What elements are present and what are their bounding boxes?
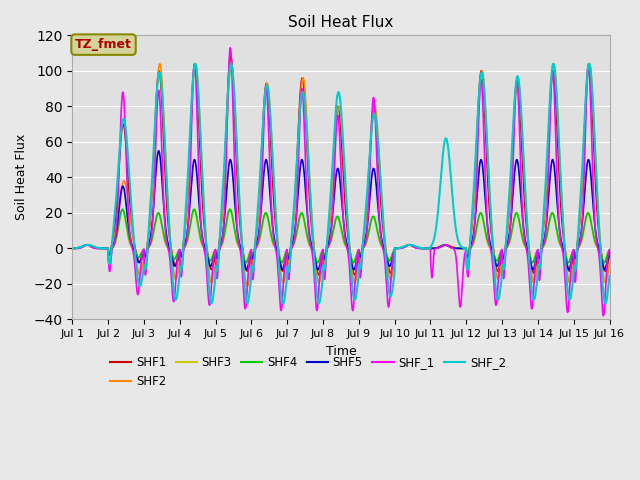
SHF_1 [605, 247, 613, 252]
SHF1 [605, 253, 613, 259]
SHF_2 [315, 300, 323, 306]
SHF5 [461, 245, 469, 251]
SHF3 [68, 245, 76, 251]
X-axis label: Time: Time [326, 345, 356, 358]
SHF4 [605, 248, 613, 253]
SHF5 [432, 245, 440, 251]
SHF4 [461, 245, 469, 251]
SHF_2 [605, 273, 613, 279]
SHF_2 [432, 228, 440, 234]
SHF_2 [321, 265, 329, 271]
SHF5 [155, 148, 163, 154]
SHF5 [165, 244, 173, 250]
Line: SHF2: SHF2 [72, 64, 609, 286]
SHF3 [165, 246, 173, 252]
SHF1 [461, 245, 469, 251]
SHF1 [351, 272, 358, 277]
SHF4 [432, 245, 440, 251]
SHF_1 [600, 313, 607, 319]
SHF1 [432, 245, 440, 251]
Line: SHF_2: SHF_2 [72, 64, 609, 303]
SHF2 [321, 260, 329, 265]
SHF2 [605, 263, 613, 269]
Line: SHF1: SHF1 [72, 57, 609, 275]
SHF_1 [321, 275, 329, 281]
SHF3 [432, 245, 440, 251]
SHF4 [349, 260, 357, 265]
SHF_1 [605, 248, 613, 253]
SHF1 [227, 54, 234, 60]
SHF3 [349, 260, 357, 265]
SHF3 [118, 206, 126, 212]
SHF4 [118, 206, 126, 212]
SHF5 [321, 255, 329, 261]
SHF2 [68, 245, 76, 251]
SHF_2 [492, 285, 500, 290]
SHF1 [605, 255, 613, 261]
SHF1 [165, 228, 173, 234]
SHF_1 [227, 45, 234, 51]
SHF2 [492, 268, 500, 274]
SHF4 [165, 246, 173, 252]
SHF3 [605, 248, 613, 253]
SHF2 [156, 61, 164, 67]
SHF2 [243, 283, 251, 289]
SHF2 [165, 217, 173, 223]
SHF_2 [605, 278, 613, 284]
SHF1 [492, 263, 500, 268]
Y-axis label: Soil Heat Flux: Soil Heat Flux [15, 134, 28, 220]
SHF_1 [165, 249, 173, 255]
SHF4 [492, 257, 500, 263]
SHF5 [492, 262, 500, 267]
SHF3 [492, 257, 500, 263]
SHF2 [605, 260, 613, 266]
Line: SHF5: SHF5 [72, 151, 609, 270]
SHF4 [68, 245, 76, 251]
SHF_2 [68, 245, 76, 251]
SHF_2 [550, 61, 557, 67]
SHF_2 [461, 245, 469, 251]
Title: Soil Heat Flux: Soil Heat Flux [288, 15, 394, 30]
SHF3 [605, 247, 613, 252]
SHF3 [461, 245, 469, 251]
Legend: SHF1, SHF2, SHF3, SHF4, SHF5, SHF_1, SHF_2: SHF1, SHF2, SHF3, SHF4, SHF5, SHF_1, SHF… [105, 352, 511, 393]
SHF1 [68, 245, 76, 251]
Line: SHF4: SHF4 [72, 209, 609, 263]
SHF2 [461, 245, 469, 251]
SHF1 [321, 256, 329, 262]
Line: SHF3: SHF3 [72, 209, 609, 263]
SHF3 [321, 252, 329, 258]
SHF5 [350, 267, 358, 273]
Line: SHF_1: SHF_1 [72, 48, 609, 316]
SHF_1 [461, 249, 469, 255]
Text: TZ_fmet: TZ_fmet [75, 38, 132, 51]
SHF_1 [492, 302, 500, 308]
SHF_1 [68, 245, 76, 251]
SHF4 [605, 247, 613, 252]
SHF_2 [165, 219, 173, 225]
SHF2 [432, 245, 440, 251]
SHF5 [605, 251, 613, 256]
SHF5 [68, 245, 76, 251]
SHF4 [321, 252, 329, 258]
SHF5 [605, 249, 613, 255]
SHF_1 [432, 246, 440, 252]
